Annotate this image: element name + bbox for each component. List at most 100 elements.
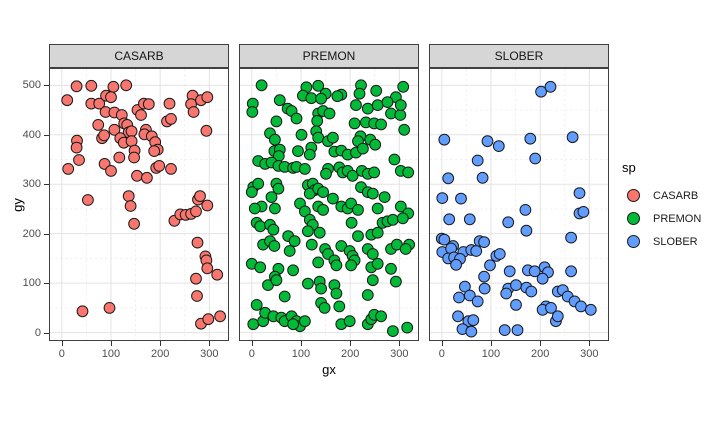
x-tick-label: 100 xyxy=(481,348,501,360)
data-point xyxy=(135,109,147,121)
data-point xyxy=(108,123,121,136)
x-tick-mark xyxy=(589,341,591,346)
data-point xyxy=(366,187,379,200)
data-point xyxy=(503,265,516,278)
x-tick-mark xyxy=(441,341,443,346)
data-point xyxy=(573,187,586,199)
data-point xyxy=(311,115,324,127)
data-point xyxy=(551,310,564,323)
data-point xyxy=(390,275,402,288)
data-point xyxy=(481,135,494,148)
data-point xyxy=(371,202,384,215)
y-tick-mark xyxy=(44,134,49,136)
data-point xyxy=(353,87,366,100)
data-point xyxy=(295,128,308,141)
data-point xyxy=(476,171,489,184)
data-point xyxy=(287,318,299,331)
data-point xyxy=(312,79,325,92)
data-point xyxy=(303,148,316,161)
data-point xyxy=(442,172,455,185)
data-point xyxy=(544,80,557,93)
panel-slober xyxy=(429,68,609,341)
data-point xyxy=(366,248,379,260)
data-point xyxy=(191,290,203,302)
data-point xyxy=(396,212,409,225)
data-point xyxy=(385,262,397,275)
x-tick-mark xyxy=(399,341,401,346)
data-point xyxy=(93,97,106,110)
x-tick-mark xyxy=(490,341,492,346)
premon-point-icon xyxy=(627,212,640,225)
data-point xyxy=(361,289,374,301)
data-point xyxy=(375,310,388,323)
data-point xyxy=(378,191,391,204)
y-tick-label: 100 xyxy=(22,277,41,290)
data-point xyxy=(330,287,343,300)
data-point xyxy=(200,124,213,137)
data-point xyxy=(283,245,296,257)
legend-label: CASARB xyxy=(653,189,699,202)
data-point xyxy=(317,186,329,198)
x-tick-label: 200 xyxy=(530,348,550,360)
legend-entry-casarb: CASARB xyxy=(622,184,717,207)
data-point xyxy=(471,154,484,167)
data-point xyxy=(270,115,283,128)
panel-slober-canvas xyxy=(430,69,608,340)
x-axis-title: gx xyxy=(322,362,336,377)
data-point xyxy=(250,299,263,311)
x-tick-mark xyxy=(209,341,211,346)
data-point xyxy=(394,200,407,213)
data-point xyxy=(452,310,464,323)
data-point xyxy=(312,131,325,144)
data-point xyxy=(352,204,364,216)
data-point xyxy=(268,240,281,252)
data-point xyxy=(575,300,587,313)
data-point xyxy=(394,109,407,121)
data-point xyxy=(394,99,407,111)
data-point xyxy=(536,272,549,285)
x-tick-mark xyxy=(110,341,112,346)
data-point xyxy=(201,199,214,212)
data-point xyxy=(128,217,140,230)
data-point xyxy=(450,258,463,271)
data-point xyxy=(484,259,496,272)
facet-strip-label: PREMON xyxy=(302,49,356,63)
data-point xyxy=(252,177,265,190)
data-point xyxy=(577,206,590,218)
data-point xyxy=(125,125,138,138)
legend-entry-slober: SLOBER xyxy=(622,230,717,253)
data-point xyxy=(565,231,578,244)
x-tick-label: 200 xyxy=(150,348,170,360)
data-point xyxy=(345,259,357,272)
data-point xyxy=(201,91,214,104)
data-point xyxy=(76,305,89,318)
data-point xyxy=(82,194,94,206)
data-point xyxy=(278,290,291,303)
data-point xyxy=(371,226,384,239)
data-point xyxy=(370,84,383,97)
data-point xyxy=(165,113,177,125)
y-tick-mark xyxy=(44,233,49,235)
data-point xyxy=(346,169,359,182)
y-tick-label: 300 xyxy=(22,178,41,191)
data-point xyxy=(246,106,259,118)
data-point xyxy=(269,202,281,215)
data-point xyxy=(371,99,384,111)
data-point xyxy=(255,79,268,92)
data-point xyxy=(254,220,267,233)
data-point xyxy=(211,268,224,281)
data-point xyxy=(361,102,374,115)
data-point xyxy=(463,213,476,226)
data-point xyxy=(292,145,304,157)
facet-strip-slober: SLOBER xyxy=(429,44,609,68)
x-tick-mark xyxy=(300,341,302,346)
data-point xyxy=(387,213,399,226)
data-point xyxy=(312,256,325,269)
data-point xyxy=(98,129,110,142)
data-point xyxy=(438,233,451,246)
x-tick-mark xyxy=(350,341,352,346)
data-point xyxy=(584,303,597,316)
data-point xyxy=(357,142,369,155)
data-point xyxy=(62,163,75,175)
data-point xyxy=(103,302,116,314)
